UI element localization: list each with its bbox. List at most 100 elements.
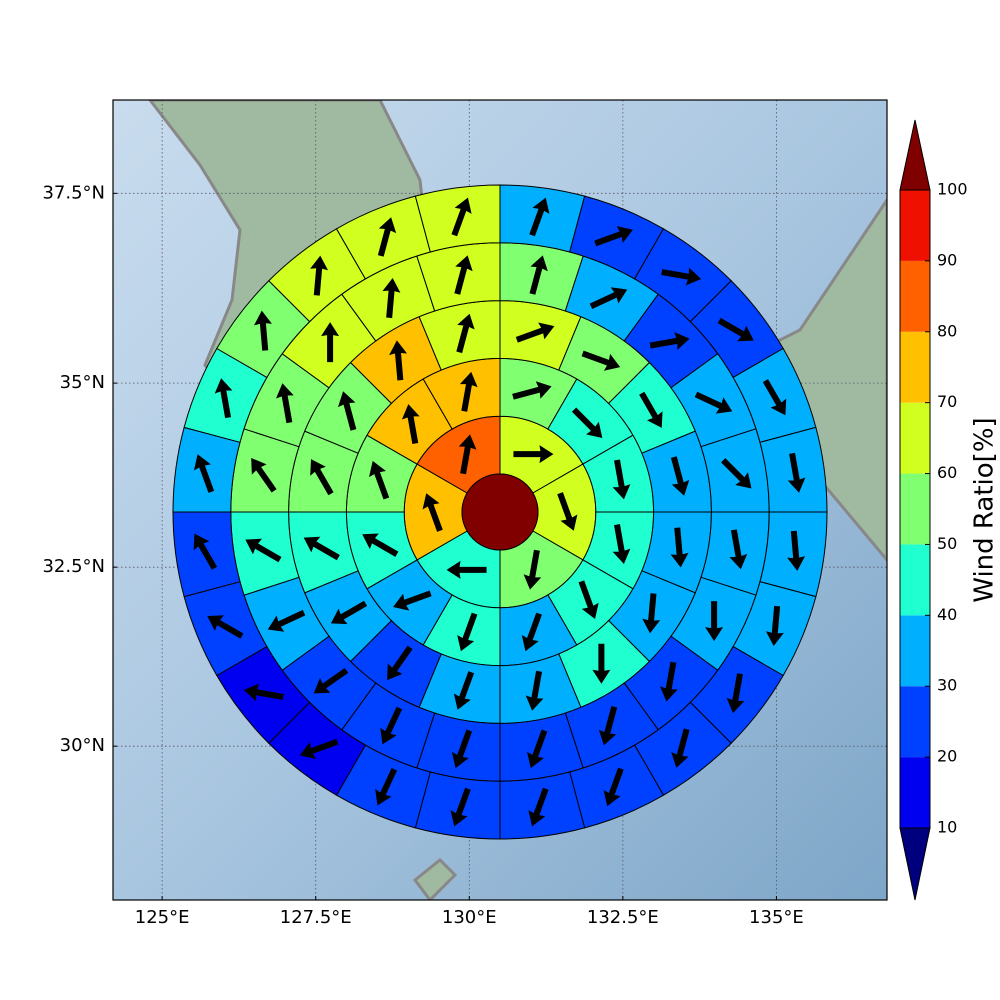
wind-arrow: [765, 605, 784, 647]
colorbar-segment: [900, 402, 930, 474]
colorbar-segment: [900, 190, 930, 261]
wind-arrow: [459, 371, 478, 412]
wind-arrow: [330, 600, 368, 625]
wind-arrow: [762, 379, 787, 416]
wind-arrow: [660, 661, 678, 702]
wind-arrow: [313, 667, 349, 694]
wind-arrow: [243, 683, 284, 702]
wind-arrow: [598, 706, 618, 746]
y-tick-label: 35°N: [60, 372, 105, 393]
wind-arrow: [670, 527, 689, 568]
wind-arrow: [387, 645, 413, 681]
wind-arrow: [377, 217, 397, 257]
colorbar-tick-label: 40: [937, 605, 957, 624]
wind-arrow: [592, 643, 611, 684]
wind-arrow: [456, 313, 475, 354]
wind-arrow: [670, 456, 690, 496]
wind-arrow: [571, 407, 603, 438]
wind-arrow: [245, 538, 282, 563]
wind-arrow: [393, 590, 432, 611]
wind-arrow: [362, 533, 399, 557]
wind-arrow: [451, 197, 472, 237]
wind-arrow: [310, 459, 334, 496]
colorbar-segment: [900, 331, 930, 403]
colorbar-tick-label: 60: [937, 463, 957, 482]
colorbar-frame: [899, 189, 931, 829]
colorbar-tick-label: 70: [937, 392, 957, 411]
wind-arrow: [193, 454, 215, 493]
wind-arrow: [450, 787, 471, 827]
wind-arrow: [726, 673, 745, 714]
x-tick-label: 132.5°E: [587, 907, 659, 928]
wind-arrow: [458, 434, 477, 475]
wind-arrow: [671, 728, 690, 768]
wind-arrow: [642, 593, 661, 634]
wind-arrow: [729, 529, 748, 570]
wind-arrow: [529, 255, 548, 295]
wind-arrow: [299, 738, 339, 760]
wind-arrow: [512, 381, 552, 400]
wind-arrow: [612, 524, 631, 564]
map-frame: [112, 99, 888, 901]
wind-arrow: [251, 458, 277, 493]
wind-arrow: [193, 533, 218, 570]
wind-arrow: [380, 706, 403, 745]
wind-arrow: [453, 671, 475, 710]
wind-arrow: [207, 615, 244, 639]
wind-arrow: [375, 768, 398, 806]
wind-arrow: [303, 536, 340, 561]
wind-arrow: [581, 350, 621, 371]
wind-arrow: [721, 458, 752, 489]
wind-arrow: [382, 277, 401, 319]
colorbar-tick-label: 50: [937, 534, 957, 553]
wind-arrow: [694, 391, 733, 414]
colorbar-tick-label: 80: [937, 321, 957, 340]
wind-arrow: [639, 391, 663, 428]
wind-arrow: [457, 612, 478, 652]
wind-arrow: [649, 332, 690, 350]
wind-arrow: [661, 267, 702, 286]
y-tick-label: 30°N: [60, 735, 105, 756]
wind-arrow: [275, 383, 294, 424]
wind-arrow: [528, 787, 549, 827]
wind-arrow: [521, 612, 542, 652]
colorbar-label: Wind Ratio[%]: [970, 417, 1000, 602]
wind-arrow: [267, 609, 306, 632]
wind-arrow: [787, 452, 806, 493]
polar-sectors: [172, 184, 828, 840]
colorbar-extend: [899, 827, 931, 901]
colorbar-segment: [900, 757, 930, 828]
x-tick-label: 130°E: [442, 907, 497, 928]
colorbar-tick-label: 10: [937, 818, 957, 837]
colorbar-tick-label: 20: [937, 747, 957, 766]
wind-arrow: [578, 580, 599, 619]
wind-arrow: [717, 317, 754, 342]
wind-arrow: [594, 226, 633, 247]
wind-arrow: [369, 460, 390, 500]
x-tick-label: 125°E: [135, 907, 190, 928]
wind-arrow: [338, 391, 357, 431]
wind-arrow: [525, 670, 544, 711]
colorbar-tick-label: 100: [937, 180, 968, 199]
y-tick-label: 37.5°N: [42, 182, 105, 203]
wind-arrow: [529, 197, 550, 237]
wind-arrow: [557, 492, 578, 531]
wind-arrow: [422, 493, 443, 532]
wind-arrow: [603, 767, 624, 807]
wind-arrow: [214, 378, 233, 419]
colorbar-segment: [900, 615, 930, 687]
y-tick-label: 32.5°N: [42, 556, 105, 577]
wind-arrow: [523, 549, 542, 590]
wind-arrow: [513, 445, 554, 464]
center-disk: [461, 473, 539, 551]
wind-arrow: [612, 459, 631, 500]
colorbar-segment: [900, 473, 930, 545]
wind-arrow: [310, 255, 329, 296]
colorbar-segment: [900, 686, 930, 758]
x-tick-label: 135°E: [749, 907, 804, 928]
wind-arrow: [321, 322, 340, 363]
wind-arrow: [389, 340, 408, 381]
x-tick-label: 127.5°E: [280, 907, 352, 928]
wind-arrow: [451, 729, 473, 769]
